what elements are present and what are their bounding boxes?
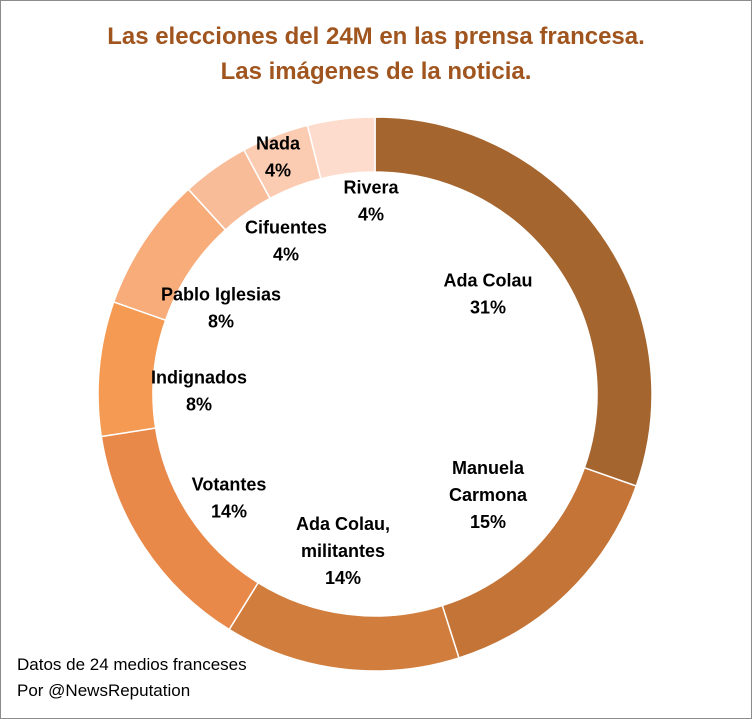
slice-label: Pablo Iglesias 8% (161, 285, 281, 332)
slice-name: Manuela (452, 458, 525, 478)
slice-name: Rivera (343, 178, 399, 198)
slice-label: Cifuentes 4% (245, 218, 327, 265)
chart-title-line-1: Las elecciones del 24M en las prensa fra… (107, 23, 645, 50)
slice-name: Ada Colau, (296, 514, 390, 534)
slice-name: militantes (301, 541, 385, 561)
chart-title-line-2: Las imágenes de la noticia. (220, 58, 532, 85)
footer-line-author: Por @NewsReputation (17, 681, 191, 700)
slice-percent: 4% (358, 205, 384, 225)
slice-name: Pablo Iglesias (161, 285, 281, 305)
donut-slice (374, 116, 653, 488)
slices-layer (97, 116, 653, 672)
slice-percent: 15% (470, 512, 506, 532)
slice-name: Indignados (151, 368, 247, 388)
slice-name: Ada Colau (443, 271, 532, 291)
labels-layer: Ada Colau 31% Manuela Carmona 15% Ada Colau, m… (151, 134, 533, 589)
slice-label: Votantes 14% (192, 475, 267, 522)
donut-slice (228, 581, 460, 672)
slice-name: Votantes (192, 475, 267, 495)
slice-percent: 8% (186, 395, 212, 415)
slice-name: Nada (256, 134, 301, 154)
slice-name: Carmona (449, 485, 528, 505)
slice-label: Ada Colau, militantes 14% (296, 514, 390, 588)
slice-label: Indignados 8% (151, 368, 247, 415)
donut-slice (306, 116, 376, 180)
chart-footer: Datos de 24 medios franceses Por @NewsRe… (17, 652, 247, 704)
slice-percent: 31% (470, 298, 506, 318)
slice-percent: 14% (211, 502, 247, 522)
slice-percent: 4% (273, 245, 299, 265)
slice-name: Cifuentes (245, 218, 327, 238)
slice-label: Nada 4% (256, 134, 301, 181)
slice-percent: 8% (208, 312, 234, 332)
slice-percent: 14% (325, 568, 361, 588)
slice-percent: 4% (265, 161, 291, 181)
slice-label: Rivera 4% (343, 178, 399, 225)
slice-label: Ada Colau 31% (443, 271, 532, 318)
donut-slice (100, 427, 260, 631)
slice-label: Manuela Carmona 15% (449, 458, 528, 532)
chart-title: Las elecciones del 24M en las prensa fra… (1, 19, 751, 89)
footer-line-source: Datos de 24 medios franceses (17, 655, 247, 674)
